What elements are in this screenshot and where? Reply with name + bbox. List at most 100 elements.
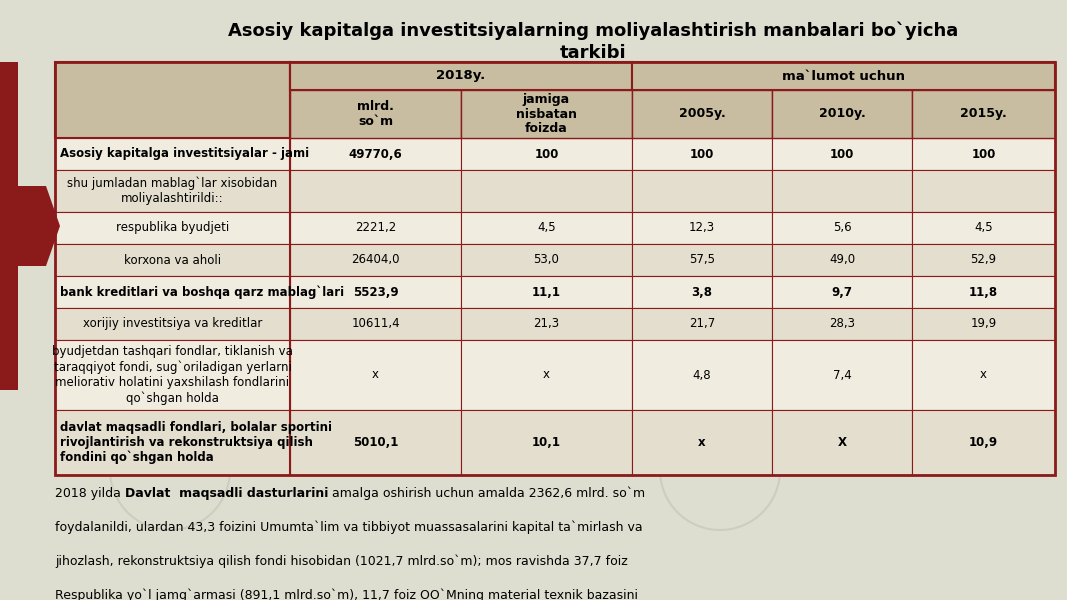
Text: bank kreditlari va boshqa qarz mablag`lari: bank kreditlari va boshqa qarz mablag`la… [60, 285, 345, 299]
Bar [461, 138, 632, 170]
Bar [632, 340, 773, 410]
Text: foydalanildi, ulardan 43,3 foizini Umumta`lim va tibbiyot muassasalarini kapital: foydalanildi, ulardan 43,3 foizini Umumt… [55, 521, 642, 535]
Text: davlat maqsadli fondlari, bolalar sportini
rivojlantirish va rekonstruktsiya qil: davlat maqsadli fondlari, bolalar sporti… [60, 421, 332, 464]
Text: 10,9: 10,9 [969, 436, 998, 449]
Bar [290, 308, 461, 340]
Text: x: x [543, 368, 550, 382]
Text: 2018y.: 2018y. [436, 70, 485, 82]
Text: 10611,4: 10611,4 [351, 317, 400, 331]
Text: 3,8: 3,8 [691, 286, 713, 298]
Text: 21,7: 21,7 [689, 317, 715, 331]
Bar [632, 138, 773, 170]
Bar [912, 340, 1055, 410]
Text: 11,8: 11,8 [969, 286, 998, 298]
Text: 52,9: 52,9 [971, 253, 997, 266]
Bar [461, 410, 632, 475]
Bar [55, 276, 290, 308]
Text: 5,6: 5,6 [832, 221, 851, 235]
Text: 28,3: 28,3 [829, 317, 855, 331]
Text: 26404,0: 26404,0 [351, 253, 400, 266]
Text: 7,4: 7,4 [832, 368, 851, 382]
Bar [773, 276, 912, 308]
Bar [55, 410, 290, 475]
Bar [632, 244, 773, 276]
Text: 5010,1: 5010,1 [353, 436, 398, 449]
Bar [632, 170, 773, 212]
Bar [290, 340, 461, 410]
Bar [773, 244, 912, 276]
Bar [912, 276, 1055, 308]
Text: respublika byudjeti: respublika byudjeti [116, 221, 229, 235]
Bar [461, 308, 632, 340]
Bar [773, 410, 912, 475]
Text: xorijiy investitsiya va kreditlar: xorijiy investitsiya va kreditlar [83, 317, 262, 331]
Bar [290, 212, 461, 244]
Bar [912, 212, 1055, 244]
Bar [912, 138, 1055, 170]
Text: korxona va aholi: korxona va aholi [124, 253, 221, 266]
Text: 49770,6: 49770,6 [349, 148, 402, 160]
Text: 100: 100 [830, 148, 855, 160]
Bar [632, 90, 773, 138]
Bar [461, 340, 632, 410]
Text: mlrd.
so`m: mlrd. so`m [357, 100, 394, 128]
Text: Asosiy kapitalga investitsiyalarning moliyalashtirish manbalari bo`yicha: Asosiy kapitalga investitsiyalarning mol… [228, 22, 958, 40]
Bar [55, 170, 290, 212]
Bar [461, 170, 632, 212]
Text: 21,3: 21,3 [534, 317, 559, 331]
Text: 11,1: 11,1 [532, 286, 561, 298]
Bar [55, 62, 1055, 475]
Bar [461, 212, 632, 244]
Bar [632, 212, 773, 244]
Text: 4,5: 4,5 [537, 221, 556, 235]
Bar [912, 244, 1055, 276]
Text: ARXIV.UZ: ARXIV.UZ [662, 460, 778, 480]
Bar [290, 276, 461, 308]
Text: 19,9: 19,9 [970, 317, 997, 331]
Text: 100: 100 [535, 148, 559, 160]
Bar [55, 244, 290, 276]
Text: x: x [980, 368, 987, 382]
Text: 4,5: 4,5 [974, 221, 992, 235]
Text: x: x [372, 368, 379, 382]
Bar [773, 90, 912, 138]
Bar [773, 308, 912, 340]
Text: Davlat  maqsadli dasturlarini: Davlat maqsadli dasturlarini [125, 487, 329, 500]
Text: 4,8: 4,8 [692, 368, 712, 382]
Bar [912, 170, 1055, 212]
Text: 100: 100 [689, 148, 714, 160]
Text: 5523,9: 5523,9 [353, 286, 398, 298]
Bar [55, 212, 290, 244]
Text: ARXIV.UZ: ARXIV.UZ [662, 210, 778, 230]
Text: 9,7: 9,7 [831, 286, 853, 298]
Bar [290, 170, 461, 212]
Bar [290, 138, 461, 170]
Text: 12,3: 12,3 [689, 221, 715, 235]
Bar [55, 340, 290, 410]
Text: Asosiy kapitalga investitsiyalar - jami: Asosiy kapitalga investitsiyalar - jami [60, 148, 309, 160]
Text: tarkibi: tarkibi [560, 44, 626, 62]
Bar [55, 308, 290, 340]
Text: 57,5: 57,5 [689, 253, 715, 266]
Text: 2010y.: 2010y. [818, 107, 865, 121]
Bar [632, 410, 773, 475]
Text: Respublika yo`l jamg`armasi (891,1 mlrd.so`m), 11,7 foiz OO`Mning material texni: Respublika yo`l jamg`armasi (891,1 mlrd.… [55, 589, 638, 600]
Bar [773, 212, 912, 244]
Text: 2005y.: 2005y. [679, 107, 726, 121]
Bar [461, 276, 632, 308]
Text: ARXIV.UZ: ARXIV.UZ [112, 210, 228, 230]
Text: 49,0: 49,0 [829, 253, 855, 266]
Bar [290, 410, 461, 475]
Text: 53,0: 53,0 [534, 253, 559, 266]
Bar [290, 62, 632, 90]
Bar [912, 90, 1055, 138]
Bar [632, 308, 773, 340]
Bar [632, 62, 1055, 90]
Text: ARXIV.UZ: ARXIV.UZ [112, 460, 228, 480]
Text: x: x [698, 436, 705, 449]
Text: byudjetdan tashqari fondlar, tiklanish va
taraqqiyot fondi, sug`oriladigan yerla: byudjetdan tashqari fondlar, tiklanish v… [52, 346, 293, 404]
Bar [0, 62, 18, 390]
Text: 10,1: 10,1 [532, 436, 561, 449]
Text: 100: 100 [971, 148, 996, 160]
Bar [55, 62, 290, 138]
